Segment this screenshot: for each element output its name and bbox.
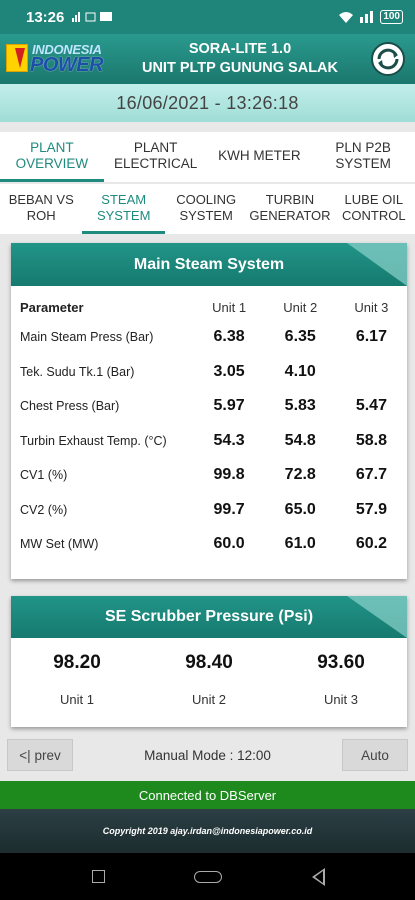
table-row: Chest Press (Bar) 5.97 5.83 5.47 xyxy=(20,389,407,424)
param-name: Main Steam Press (Bar) xyxy=(20,330,154,345)
tab-kwh-meter[interactable]: KWH METER xyxy=(218,147,301,163)
column-header-unit2: Unit 2 xyxy=(283,299,318,315)
unit2-value: 72.8 xyxy=(284,466,316,484)
unit3-value: 58.8 xyxy=(355,431,387,449)
cycle-logo-icon[interactable] xyxy=(371,42,405,76)
unit3-value: 67.7 xyxy=(355,466,387,484)
unit1-value: 54.3 xyxy=(213,431,245,449)
table-row: Main Steam Press (Bar) 6.38 6.35 6.17 xyxy=(20,320,407,355)
indonesia-power-logo: INDONESIA POWER xyxy=(4,40,106,80)
scrubber-title: SE Scrubber Pressure (Psi) xyxy=(104,608,314,625)
unit1-value: 60.0 xyxy=(213,535,245,553)
scrubber-unit-label: Unit 3 xyxy=(324,692,358,707)
back-icon[interactable] xyxy=(312,868,325,886)
tab-plant-overview[interactable]: PLANT OVERVIEW xyxy=(0,132,104,182)
scrubber-value: 98.20 xyxy=(53,652,101,673)
secondary-tabs: BEBAN VS ROH STEAM SYSTEM COOLING SYSTEM… xyxy=(0,184,415,234)
unit2-value: 54.8 xyxy=(284,431,316,449)
battery-icon: 100 xyxy=(380,10,403,24)
auto-button[interactable]: Auto xyxy=(342,739,408,771)
app-title-line1: SORA-LITE 1.0 xyxy=(188,41,292,57)
scrubber-value: 93.60 xyxy=(317,652,365,673)
scrubber-pressure-card: SE Scrubber Pressure (Psi) 98.20 Unit 1 … xyxy=(11,596,407,727)
unit3-value: 60.2 xyxy=(355,535,387,553)
param-name: Chest Press (Bar) xyxy=(20,399,120,414)
status-right-icons: 100 xyxy=(338,10,403,24)
table-row: Turbin Exhaust Temp. (°C) 54.3 54.8 58.8 xyxy=(20,424,407,459)
prev-button[interactable]: <| prev xyxy=(7,739,73,771)
unit1-value: 3.05 xyxy=(213,362,245,380)
unit2-value: 5.83 xyxy=(284,397,316,415)
table-row: MW Set (MW) 60.0 61.0 60.2 xyxy=(20,527,407,562)
parameter-table: Parameter Unit 1 Unit 2 Unit 3 Main Stea… xyxy=(11,286,407,562)
tab-turbin-generator[interactable]: TURBIN GENERATOR xyxy=(249,191,331,223)
connection-status: Connected to DBServer xyxy=(0,781,415,809)
scrubber-unit-label: Unit 1 xyxy=(60,692,94,707)
column-header-unit1: Unit 1 xyxy=(212,299,247,315)
app-header: INDONESIA POWER SORA-LITE 1.0 UNIT PLTP … xyxy=(0,34,415,84)
android-nav-bar xyxy=(0,853,415,900)
scrubber-unit: 93.60 Unit 3 xyxy=(275,652,407,707)
unit2-value: 6.35 xyxy=(284,328,316,346)
wifi-icon xyxy=(339,12,354,23)
unit2-value: 61.0 xyxy=(284,535,316,553)
status-bar: 13:26 100 xyxy=(0,0,415,34)
scrubber-header: SE Scrubber Pressure (Psi) xyxy=(11,596,407,638)
unit1-value: 6.38 xyxy=(213,328,245,346)
unit1-value: 99.7 xyxy=(213,500,245,518)
unit2-value: 65.0 xyxy=(284,500,316,518)
main-steam-title: Main Steam System xyxy=(133,255,285,273)
tab-lube-oil-control[interactable]: LUBE OIL CONTROL xyxy=(342,191,406,223)
unit1-value: 5.97 xyxy=(213,397,245,415)
home-icon[interactable] xyxy=(194,871,222,883)
cell-signal-icon xyxy=(360,11,374,23)
table-row: Tek. Sudu Tk.1 (Bar) 3.05 4.10 xyxy=(20,355,407,390)
param-name: CV2 (%) xyxy=(20,502,68,517)
signal-icon xyxy=(72,11,113,22)
logo-line2: POWER xyxy=(30,54,104,76)
tab-cooling-system[interactable]: COOLING SYSTEM xyxy=(176,191,237,223)
column-header-unit3: Unit 3 xyxy=(354,299,389,315)
column-header-parameter: Parameter xyxy=(20,299,84,315)
lightning-logo-icon xyxy=(6,44,28,72)
copyright-footer: Copyright 2019 ajay.irdan@indonesiapower… xyxy=(0,809,415,853)
app-title: SORA-LITE 1.0 UNIT PLTP GUNUNG SALAK xyxy=(120,40,360,78)
main-steam-card: Main Steam System Parameter Unit 1 Unit … xyxy=(11,243,407,579)
tab-plant-electrical[interactable]: PLANT ELECTRICAL xyxy=(113,139,198,171)
scrubber-values: 98.20 Unit 1 98.40 Unit 2 93.60 Unit 3 xyxy=(11,638,407,707)
param-name: MW Set (MW) xyxy=(20,537,99,552)
control-bar: <| prev Manual Mode : 12:00 Auto xyxy=(0,737,415,773)
primary-tabs: PLANT OVERVIEW PLANT ELECTRICAL KWH METE… xyxy=(0,132,415,182)
main-steam-header: Main Steam System xyxy=(11,243,407,286)
scrubber-value: 98.40 xyxy=(185,652,233,673)
tab-steam-system[interactable]: STEAM SYSTEM xyxy=(82,184,165,234)
table-row: CV2 (%) 99.7 65.0 57.9 xyxy=(20,493,407,528)
app-title-line2: UNIT PLTP GUNUNG SALAK xyxy=(141,60,339,76)
unit3-value: 57.9 xyxy=(355,500,387,518)
unit3-value: 6.17 xyxy=(355,328,387,346)
table-header-row: Parameter Unit 1 Unit 2 Unit 3 xyxy=(20,294,407,320)
scrubber-unit-label: Unit 2 xyxy=(192,692,226,707)
header-corner-decoration xyxy=(347,243,407,286)
unit3-value: 5.47 xyxy=(355,397,387,415)
tab-beban-vs-roh[interactable]: BEBAN VS ROH xyxy=(8,191,74,223)
param-name: Turbin Exhaust Temp. (°C) xyxy=(20,433,167,448)
scrubber-unit: 98.40 Unit 2 xyxy=(143,652,275,707)
tab-pln-p2b-system[interactable]: PLN P2B SYSTEM xyxy=(335,139,391,171)
scrubber-unit: 98.20 Unit 1 xyxy=(11,652,143,707)
status-notification-icons xyxy=(72,10,114,25)
manual-mode-label: Manual Mode : 12:00 xyxy=(144,747,271,763)
recent-apps-icon[interactable] xyxy=(92,870,105,883)
datetime-display: 16/06/2021 - 13:26:18 xyxy=(0,84,415,122)
table-row: CV1 (%) 99.8 72.8 67.7 xyxy=(20,458,407,493)
param-name: CV1 (%) xyxy=(20,468,68,483)
param-name: Tek. Sudu Tk.1 (Bar) xyxy=(20,364,135,379)
unit1-value: 99.8 xyxy=(213,466,245,484)
logo-line1: INDONESIA xyxy=(32,42,102,57)
unit2-value: 4.10 xyxy=(284,362,316,380)
header-corner-decoration xyxy=(347,596,407,638)
status-time: 13:26 xyxy=(26,8,65,26)
